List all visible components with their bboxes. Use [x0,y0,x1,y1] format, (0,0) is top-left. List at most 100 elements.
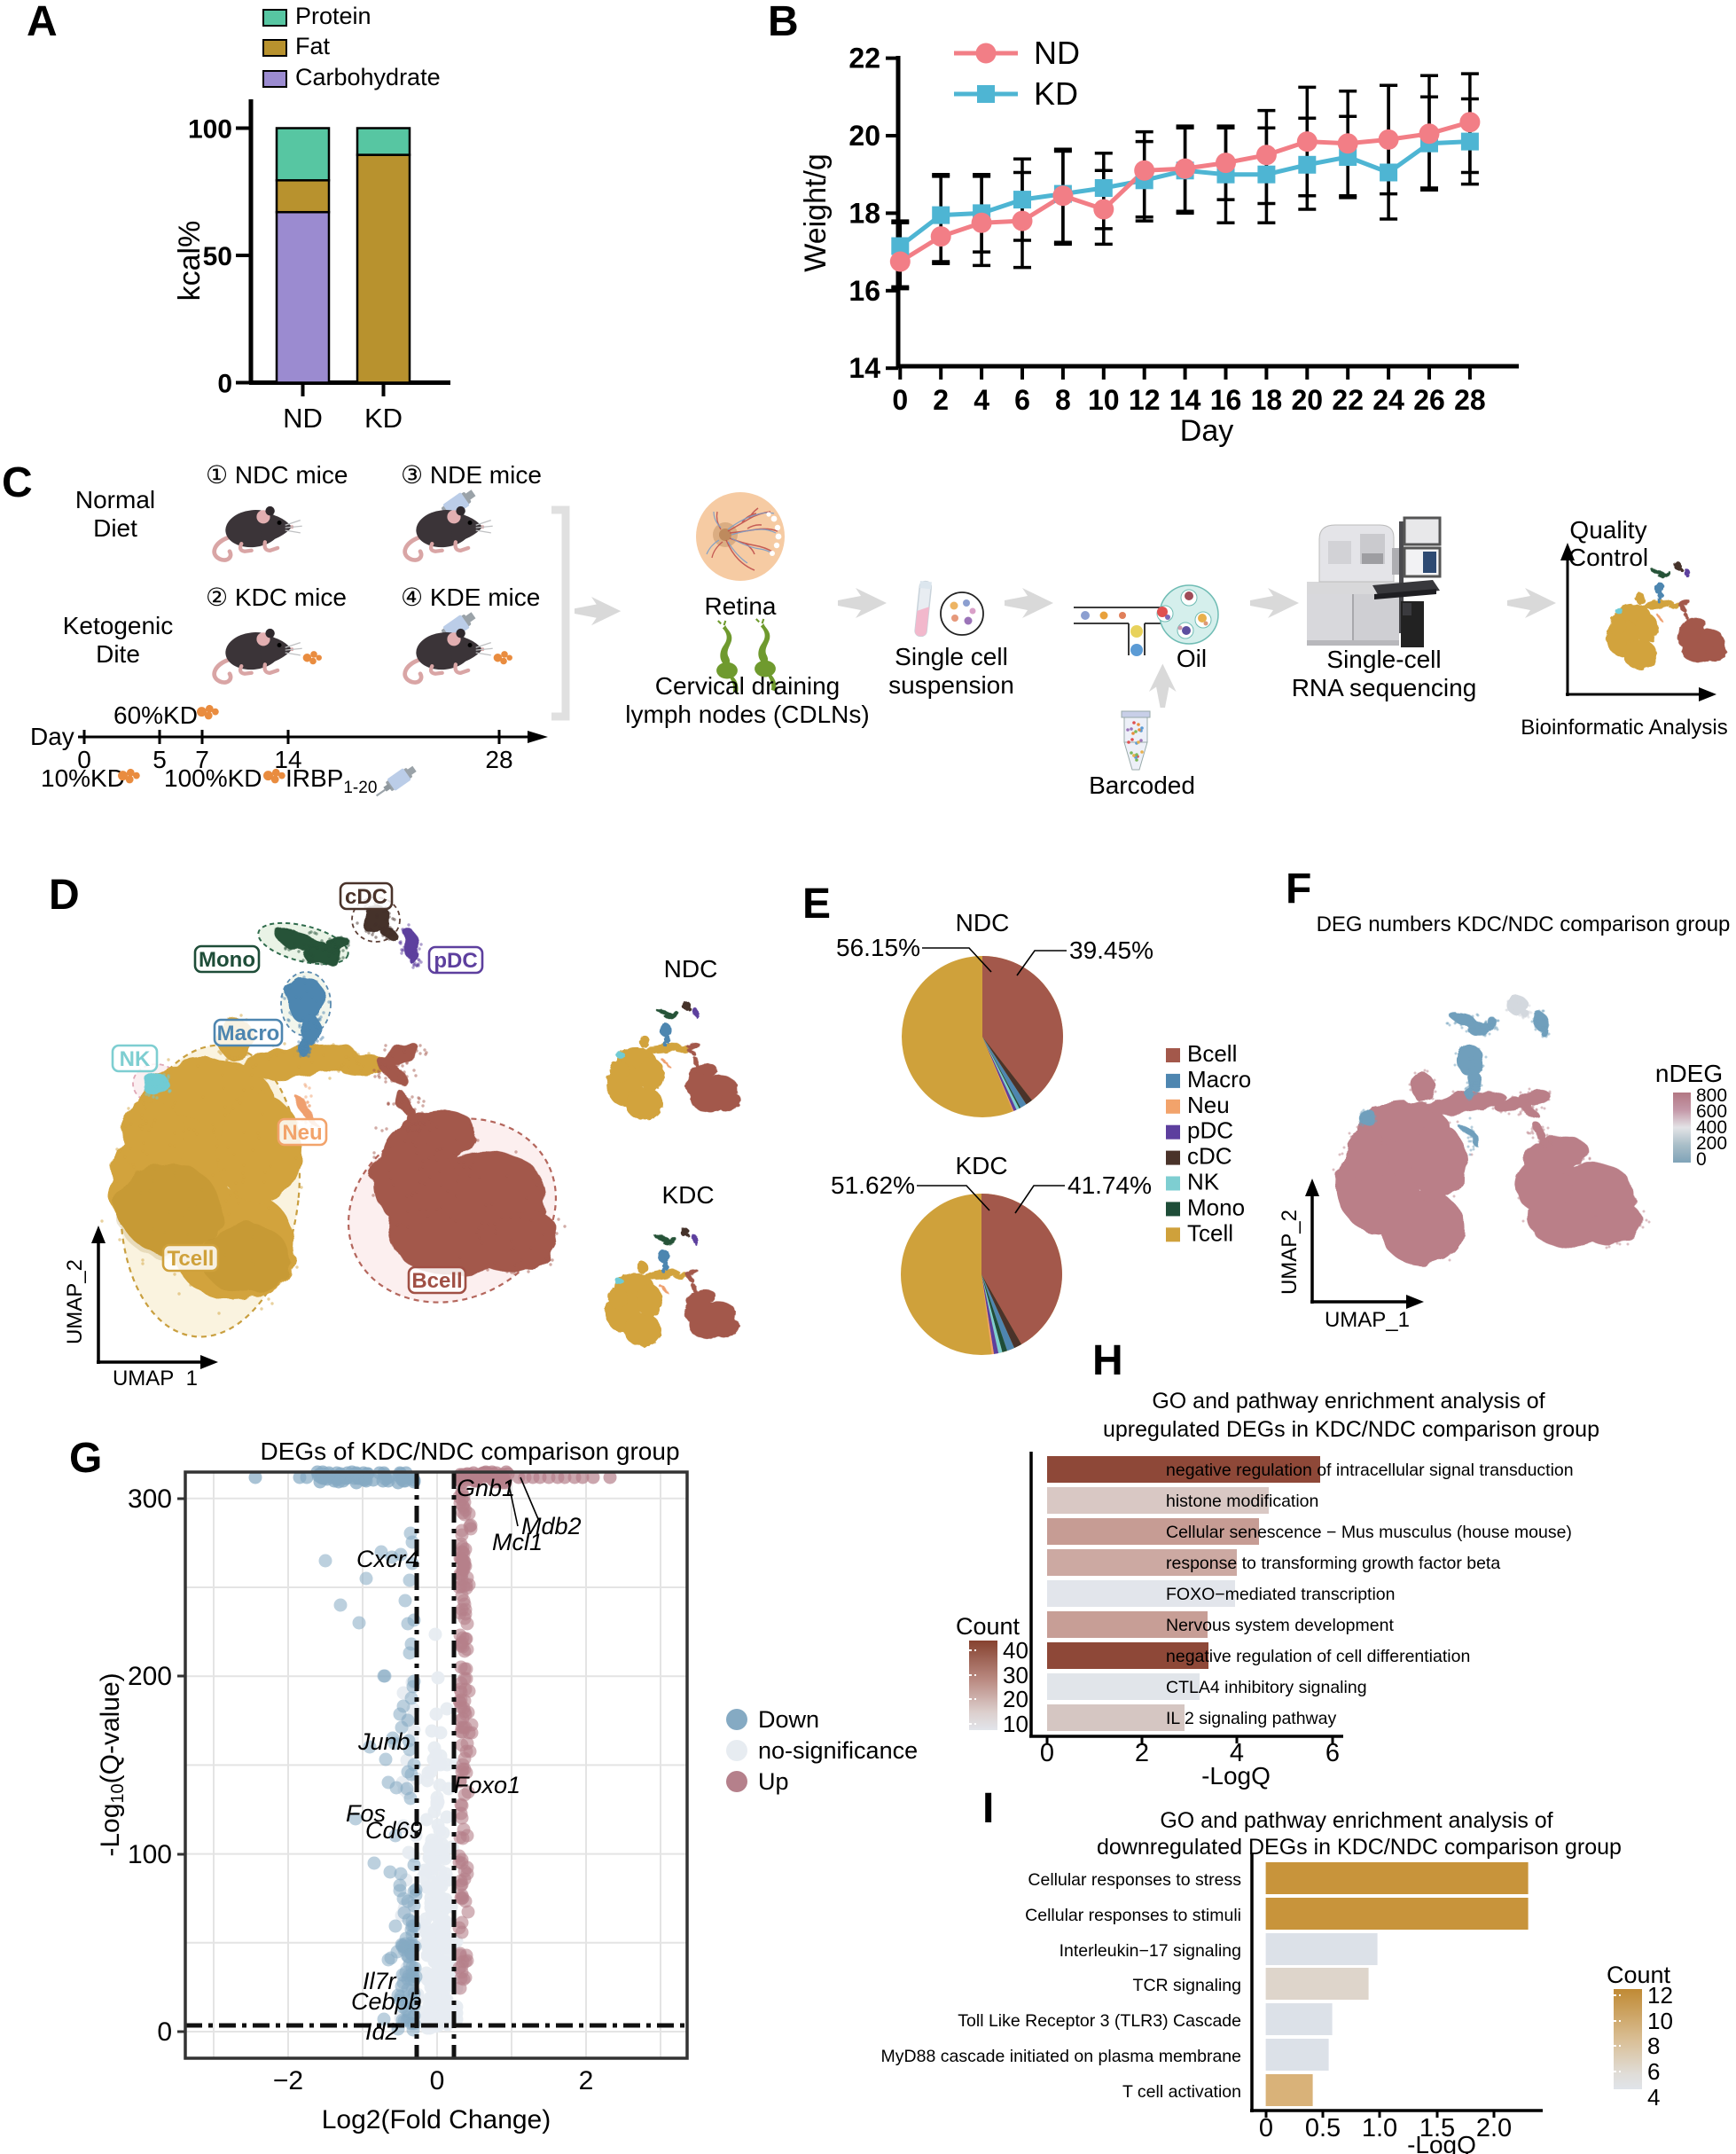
svg-text:Cellular senescence − Mus musc: Cellular senescence − Mus musculus (hous… [1166,1523,1572,1542]
svg-text:KD: KD [1034,75,1078,112]
svg-text:DEG numbers KDC/NDC comparison: DEG numbers KDC/NDC comparison group [1317,913,1731,936]
svg-text:Cellular responses to stimuli: Cellular responses to stimuli [1025,1906,1241,1925]
svg-text:40: 40 [1003,1637,1028,1664]
svg-text:Tcell: Tcell [1187,1219,1233,1246]
svg-text:UMAP_2: UMAP_2 [1278,1210,1302,1295]
svg-text:5: 5 [152,746,167,773]
svg-text:0: 0 [77,746,91,773]
svg-text:100: 100 [128,1840,172,1869]
svg-text:GO and pathway enrichment anal: GO and pathway enrichment analysis of [1160,1808,1552,1833]
svg-text:MyD88 cascade initiated on pla: MyD88 cascade initiated on plasma membra… [881,2047,1241,2066]
svg-text:14: 14 [1169,384,1201,416]
svg-text:Fat: Fat [295,33,331,59]
svg-text:14: 14 [274,746,301,773]
svg-text:Junb: Junb [357,1728,411,1755]
svg-text:kcal%: kcal% [173,221,207,302]
svg-text:10: 10 [1647,2008,1673,2034]
svg-text:Carbohydrate: Carbohydrate [295,64,441,90]
svg-text:① NDC mice: ① NDC mice [206,461,348,489]
svg-text:Down: Down [758,1706,819,1733]
svg-text:no-significance: no-significance [758,1737,918,1764]
svg-text:histone modification: histone modification [1166,1492,1318,1511]
svg-text:Cebpb: Cebpb [351,1988,422,2015]
svg-text:2: 2 [1135,1739,1149,1767]
svg-text:Day: Day [30,723,74,750]
svg-text:downregulated DEGs in KDC/NDC: downregulated DEGs in KDC/NDC comparison… [1097,1835,1622,1860]
svg-text:response to transforming growt: response to transforming growth factor b… [1166,1554,1500,1573]
svg-text:negative regulation of cell di: negative regulation of cell differentiat… [1166,1647,1470,1666]
svg-text:Cellular responses to stress: Cellular responses to stress [1028,1870,1241,1890]
svg-text:0: 0 [1696,1149,1707,1170]
svg-text:24: 24 [1372,384,1404,416]
svg-text:Up: Up [758,1768,789,1795]
svg-text:IRBP1-20: IRBP1-20 [285,764,377,797]
svg-text:Count: Count [956,1613,1020,1640]
svg-text:0: 0 [430,2066,445,2095]
svg-text:Cervical draining: Cervical draining [655,672,841,700]
svg-text:0.5: 0.5 [1305,2114,1341,2142]
svg-text:−2: −2 [273,2066,303,2095]
svg-text:10: 10 [1088,384,1120,416]
svg-text:③ NDE mice: ③ NDE mice [401,461,542,489]
svg-text:② KDC mice: ② KDC mice [206,584,347,611]
svg-text:Weight/g: Weight/g [799,153,833,272]
svg-text:-LogQ: -LogQ [1201,1762,1271,1790]
svg-text:Mono: Mono [199,948,255,972]
svg-text:Diet: Diet [93,514,137,542]
svg-text:I: I [982,1785,994,1832]
svg-text:Nervous system development: Nervous system development [1166,1616,1394,1635]
svg-text:39.45%: 39.45% [1069,936,1153,964]
svg-text:KDC: KDC [955,1152,1007,1179]
svg-text:Mono: Mono [1187,1194,1245,1220]
svg-text:Macro: Macro [1187,1066,1251,1093]
svg-text:Cd69: Cd69 [365,1817,423,1844]
svg-text:Id2: Id2 [365,2018,399,2045]
svg-text:20: 20 [848,120,880,152]
svg-text:Bcell: Bcell [411,1269,462,1293]
svg-text:cDC: cDC [1187,1143,1232,1170]
svg-text:GO and pathway enrichment anal: GO and pathway enrichment analysis of [1152,1389,1544,1414]
svg-text:Tcell: Tcell [168,1247,215,1271]
svg-text:NK: NK [120,1047,151,1071]
svg-text:56.15%: 56.15% [836,934,920,961]
svg-text:10: 10 [1003,1711,1028,1737]
svg-text:2: 2 [579,2066,594,2095]
svg-text:G: G [69,1435,102,1482]
svg-text:F: F [1286,866,1311,913]
svg-text:20: 20 [1003,1686,1028,1712]
svg-text:12: 12 [1647,1982,1673,2009]
svg-text:100: 100 [188,115,232,145]
svg-text:upregulated DEGs in KDC/NDC co: upregulated DEGs in KDC/NDC comparison g… [1103,1417,1599,1442]
svg-text:0: 0 [1259,2114,1273,2142]
svg-text:Macro: Macro [217,1022,280,1046]
svg-text:22: 22 [848,43,880,74]
svg-text:cDC: cDC [345,885,387,909]
svg-text:IL 2 signaling pathway: IL 2 signaling pathway [1166,1709,1336,1728]
svg-text:14: 14 [848,352,880,384]
svg-text:600: 600 [1696,1101,1727,1122]
svg-text:300: 300 [128,1484,172,1514]
svg-text:UMAP_1: UMAP_1 [1325,1308,1410,1332]
svg-text:2: 2 [933,384,949,416]
svg-text:FOXO−mediated transcription: FOXO−mediated transcription [1166,1585,1396,1604]
svg-text:Interleukin−17 signaling: Interleukin−17 signaling [1060,1941,1241,1961]
svg-text:ND: ND [283,403,323,434]
svg-text:Neu: Neu [1187,1092,1230,1118]
svg-text:Mcl1: Mcl1 [492,1529,543,1555]
svg-text:0: 0 [157,2017,172,2047]
svg-text:800: 800 [1696,1085,1727,1106]
svg-text:Toll Like Receptor 3 (TLR3) Ca: Toll Like Receptor 3 (TLR3) Cascade [958,2011,1241,2031]
svg-text:200: 200 [128,1662,172,1691]
svg-text:Bcell: Bcell [1187,1040,1237,1067]
svg-text:1.0: 1.0 [1362,2114,1397,2142]
svg-text:negative regulation of intrace: negative regulation of intracellular sig… [1166,1461,1574,1480]
svg-text:Neu: Neu [282,1121,322,1145]
svg-text:Dite: Dite [96,640,140,668]
svg-text:RNA sequencing: RNA sequencing [1292,674,1477,701]
svg-text:④ KDE mice: ④ KDE mice [401,584,540,611]
svg-text:0: 0 [217,370,232,399]
svg-text:6: 6 [1325,1739,1340,1767]
svg-text:B: B [768,0,799,45]
svg-text:26: 26 [1413,384,1445,416]
svg-text:CTLA4 inhibitory signaling: CTLA4 inhibitory signaling [1166,1678,1367,1697]
